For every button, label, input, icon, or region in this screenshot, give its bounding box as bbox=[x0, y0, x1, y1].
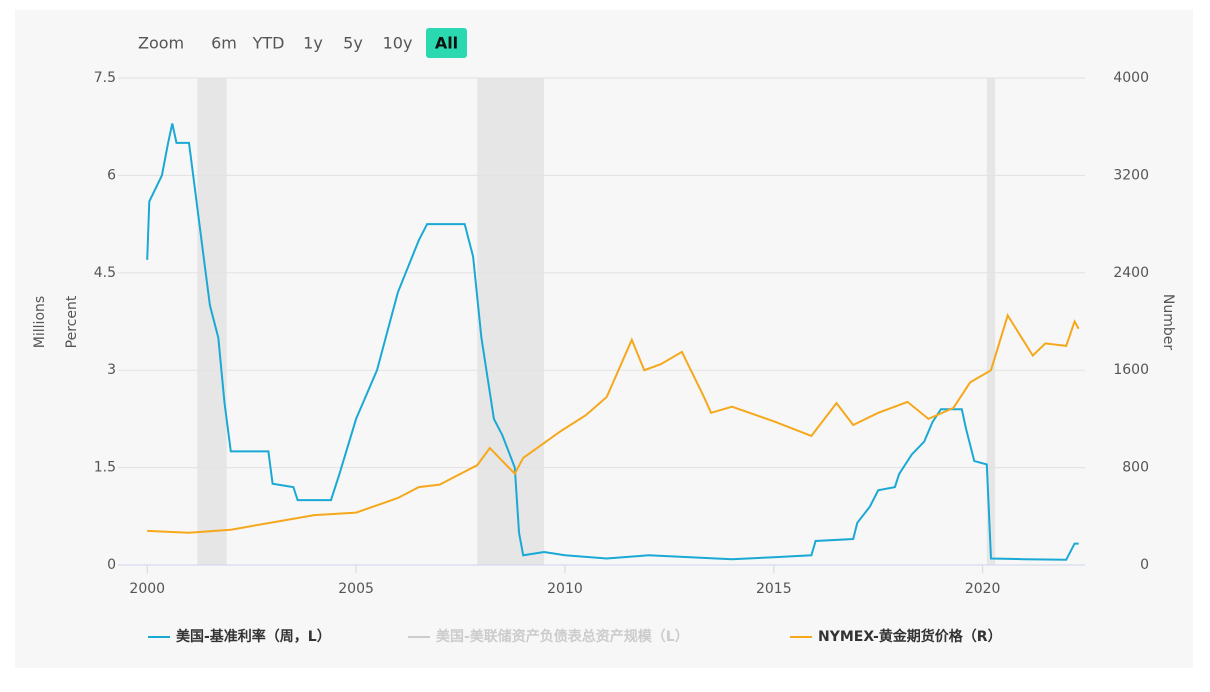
y2-tick-label: 2400 bbox=[1113, 265, 1149, 281]
y2-tick-label: 0 bbox=[1140, 557, 1149, 573]
x-tick-label: 2000 bbox=[129, 581, 165, 597]
y-tick-label: 6 bbox=[107, 167, 116, 183]
legend-label[interactable]: 美国-美联储资产负债表总资产规模（L） bbox=[436, 628, 689, 645]
y2-axis-label: Number bbox=[1160, 294, 1176, 350]
range-button[interactable]: YTD bbox=[252, 34, 285, 53]
zoom-label: Zoom bbox=[138, 34, 184, 53]
y-tick-label: 7.5 bbox=[94, 70, 116, 86]
y2-tick-label: 1600 bbox=[1113, 362, 1149, 378]
range-button[interactable]: 5y bbox=[343, 34, 363, 53]
x-tick-label: 2010 bbox=[547, 581, 583, 597]
range-button[interactable]: All bbox=[435, 34, 458, 53]
y-tick-label: 1.5 bbox=[94, 460, 116, 476]
y-axis-label: Percent bbox=[64, 295, 80, 348]
series-line bbox=[147, 313, 1080, 534]
legend-label[interactable]: NYMEX-黄金期货价格（R） bbox=[818, 628, 1002, 645]
chart-background bbox=[15, 10, 1193, 668]
range-button[interactable]: 1y bbox=[303, 34, 323, 53]
y2-tick-label: 3200 bbox=[1113, 167, 1149, 183]
x-tick-label: 2005 bbox=[338, 581, 374, 597]
series-line bbox=[146, 123, 1079, 561]
y2-tick-label: 4000 bbox=[1113, 70, 1149, 86]
x-tick-label: 2015 bbox=[756, 581, 792, 597]
range-button[interactable]: 6m bbox=[211, 34, 237, 53]
y-tick-label: 0 bbox=[107, 557, 116, 573]
x-tick-label: 2020 bbox=[965, 581, 1001, 597]
legend-label[interactable]: 美国-基准利率（周，L） bbox=[176, 628, 331, 645]
recession-band bbox=[986, 78, 996, 565]
range-button-bg[interactable] bbox=[426, 28, 467, 58]
y-outer-label: Millions bbox=[32, 296, 48, 348]
recession-band bbox=[477, 78, 545, 565]
y2-tick-label: 800 bbox=[1122, 460, 1149, 476]
y-tick-label: 3 bbox=[107, 362, 116, 378]
recession-band bbox=[197, 78, 227, 565]
y-tick-label: 4.5 bbox=[94, 265, 116, 281]
range-button[interactable]: 10y bbox=[383, 34, 413, 53]
